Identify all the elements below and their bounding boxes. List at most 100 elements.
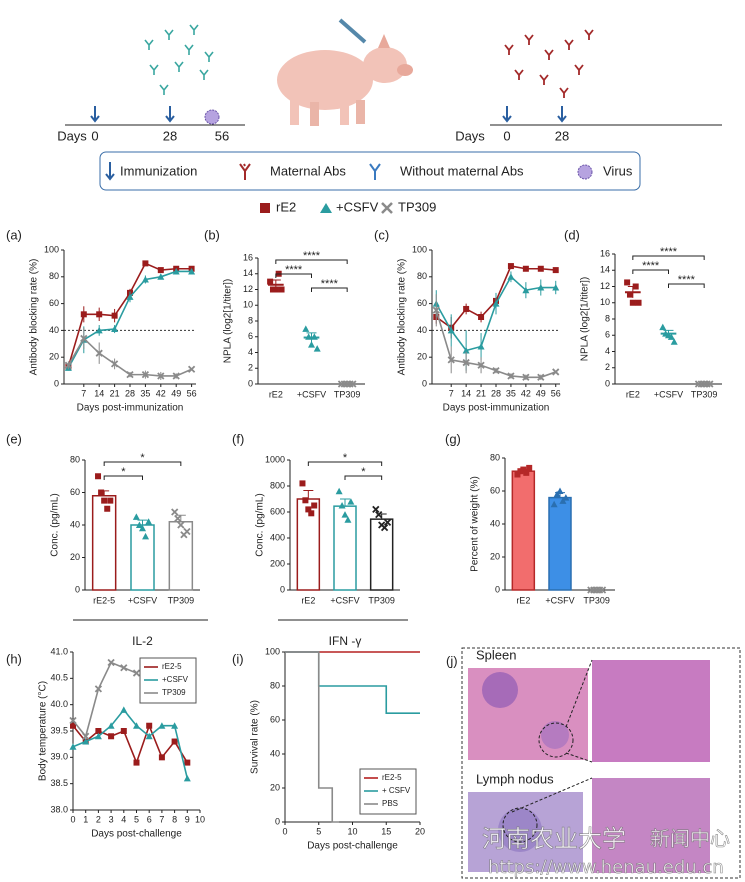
micrograph-label: Lymph nodus — [476, 771, 554, 786]
y-tick-label: 10 — [243, 300, 253, 310]
error-bar — [340, 498, 350, 507]
x-tick-label: 42 — [156, 388, 166, 398]
x-tick-label: +CSFV — [654, 389, 683, 399]
data-point — [141, 370, 150, 379]
y-tick-label: 0 — [280, 584, 285, 594]
data-point — [132, 513, 140, 520]
series-line — [72, 708, 189, 779]
x-tick-label: 49 — [171, 388, 181, 398]
watermark: 河南农业大学 — [482, 825, 626, 853]
data-point — [375, 510, 383, 519]
y-tick-label: 80 — [490, 452, 500, 462]
data-point — [626, 291, 633, 298]
data-point — [308, 341, 315, 348]
data-point — [598, 586, 607, 594]
y-tick-label: 80 — [270, 680, 280, 690]
error-bar — [137, 519, 148, 525]
significance-bracket — [103, 461, 182, 466]
group-marker — [320, 203, 332, 213]
y-tick-label: 400 — [270, 532, 285, 542]
data-point — [432, 306, 440, 314]
data-point — [537, 373, 545, 381]
timeline-label: 28 — [163, 128, 177, 143]
y-tick-label: 80 — [417, 271, 427, 281]
x-tick-label: 5 — [134, 814, 139, 824]
y-tick-label: 200 — [270, 558, 285, 568]
data-point — [552, 284, 560, 291]
y-tick-label: 6 — [605, 330, 610, 340]
data-point — [550, 500, 558, 508]
y-tick-label: 0 — [248, 378, 253, 388]
data-point — [302, 497, 309, 504]
group-label: +CSFV — [336, 199, 379, 214]
data-point — [492, 366, 500, 375]
data-point — [706, 380, 714, 388]
y-axis-label: Body temperature (°C) — [38, 681, 49, 781]
data-point — [172, 372, 180, 380]
x-tick-label: 35 — [140, 388, 150, 398]
data-point — [126, 370, 134, 379]
data-point — [347, 498, 355, 505]
significance-label: * — [343, 452, 348, 464]
x-tick-label: 20 — [415, 826, 425, 836]
data-point — [507, 273, 515, 280]
legend-arrow — [105, 162, 115, 181]
x-tick-label: TP309 — [334, 389, 361, 399]
data-point — [299, 480, 306, 487]
data-point — [80, 334, 88, 343]
y-tick-label: 1000 — [265, 454, 285, 464]
data-point — [183, 527, 191, 536]
data-point — [64, 361, 73, 369]
x-tick-label: 7 — [159, 814, 164, 824]
x-tick-label: rE2 — [516, 595, 530, 605]
data-point — [667, 333, 675, 340]
x-tick-label: rE2-5 — [93, 595, 115, 605]
data-point — [492, 300, 500, 307]
data-point — [96, 311, 103, 318]
y-tick-label: 20 — [417, 352, 427, 362]
panel-letter: (b) — [204, 227, 220, 242]
data-point — [537, 284, 545, 291]
panel-letter: (j) — [446, 653, 458, 668]
y-tick-label: 40.0 — [50, 699, 68, 709]
y-tick-label: 0 — [54, 378, 59, 388]
significance-bracket — [275, 259, 348, 264]
x-axis-label: Days post-immunization — [77, 403, 184, 414]
data-point — [183, 774, 191, 782]
data-point — [462, 347, 470, 354]
data-point — [462, 358, 470, 367]
data-point — [278, 286, 285, 293]
y-tick-label: 8 — [605, 313, 610, 323]
significance-bracket — [307, 461, 383, 466]
y-tick-label: 0 — [422, 378, 427, 388]
x-tick-label: 7 — [449, 388, 454, 398]
data-point — [477, 342, 485, 350]
data-point — [171, 738, 178, 745]
x-tick-label: 56 — [551, 388, 561, 398]
x-tick-label: 9 — [185, 814, 190, 824]
data-point — [107, 658, 115, 667]
virus-icon — [204, 109, 220, 125]
y-tick-label: 40 — [270, 748, 280, 758]
significance-bracket — [103, 475, 143, 480]
group-label: IL-2 — [132, 634, 153, 648]
data-point — [559, 497, 567, 504]
x-tick-label: 10 — [195, 814, 205, 824]
y-tick-label: 38.0 — [50, 804, 68, 814]
watermark: https://www.henau.edu.cn — [488, 857, 724, 878]
y-tick-label: 10 — [600, 297, 610, 307]
data-point — [478, 314, 485, 320]
timeline-label: Days — [57, 128, 87, 143]
data-point — [562, 494, 570, 501]
legend-label: PBS — [382, 799, 398, 808]
data-point — [70, 722, 76, 729]
data-point — [383, 518, 392, 527]
micrograph-label: Spleen — [476, 647, 516, 662]
x-tick-label: TP309 — [583, 595, 610, 605]
data-point — [146, 722, 153, 729]
group-marker — [381, 202, 393, 214]
significance-label: **** — [285, 264, 303, 276]
series-line — [435, 310, 557, 379]
data-point — [82, 738, 90, 745]
data-point — [157, 372, 165, 380]
